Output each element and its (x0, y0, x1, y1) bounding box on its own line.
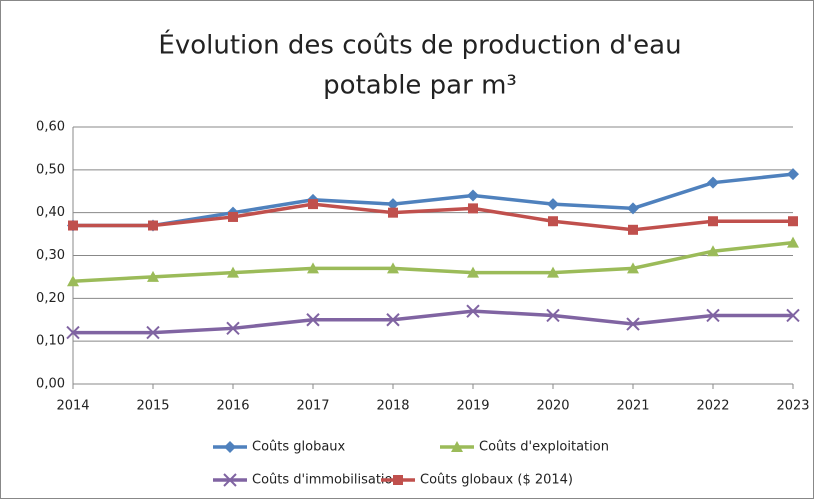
marker (628, 224, 638, 235)
marker (467, 266, 479, 278)
marker (468, 203, 478, 214)
y-tick-label: 0,00 (36, 377, 65, 392)
marker (307, 262, 319, 274)
marker (627, 262, 639, 274)
x-tick-label: 2014 (56, 399, 89, 414)
legend-label: Coûts d'exploitation (479, 440, 609, 455)
marker (386, 313, 400, 327)
marker (228, 211, 238, 222)
marker (788, 216, 798, 227)
marker (451, 441, 463, 452)
x-tick-label: 2019 (456, 399, 489, 414)
x-tick-label: 2021 (616, 399, 649, 414)
marker (68, 220, 78, 231)
x-tick-label: 2022 (696, 399, 729, 414)
marker (66, 325, 80, 340)
marker (706, 308, 720, 323)
marker (224, 441, 236, 453)
legend-label: Coûts d'immobilisation (252, 473, 401, 488)
marker (387, 262, 399, 274)
marker (707, 176, 719, 189)
marker (627, 202, 639, 215)
series-line (73, 172, 794, 228)
marker (223, 473, 237, 487)
series-line (73, 202, 793, 232)
marker (387, 198, 399, 211)
chart-title: potable par m³ (323, 71, 517, 101)
marker (787, 236, 799, 248)
y-tick-label: 0,30 (36, 248, 65, 263)
marker (708, 216, 718, 227)
marker (626, 317, 640, 331)
x-tick-label: 2016 (216, 399, 249, 414)
marker (388, 207, 398, 218)
marker (707, 245, 719, 257)
marker (547, 266, 559, 278)
y-tick-label: 0,40 (36, 205, 65, 220)
marker (393, 475, 403, 485)
y-tick-label: 0,20 (36, 291, 65, 306)
marker (146, 325, 160, 340)
marker (308, 199, 318, 210)
y-tick-label: 0,60 (36, 120, 65, 135)
series-line (72, 240, 794, 283)
marker (226, 321, 240, 336)
marker (306, 313, 320, 327)
marker (67, 275, 79, 287)
marker (787, 168, 799, 181)
marker (547, 198, 559, 211)
x-tick-label: 2023 (776, 399, 809, 414)
y-tick-label: 0,50 (36, 162, 65, 177)
marker (148, 220, 158, 231)
marker (548, 216, 558, 227)
chart-title: Évolution des coûts de production d'eau (158, 29, 681, 61)
y-tick-label: 0,10 (36, 334, 65, 349)
x-tick-label: 2017 (296, 399, 329, 414)
x-tick-label: 2018 (376, 399, 409, 414)
marker (147, 270, 159, 282)
legend-label: Coûts globaux ($ 2014) (420, 473, 573, 488)
marker (786, 308, 800, 323)
marker (546, 308, 560, 323)
x-tick-label: 2020 (536, 399, 569, 414)
x-tick-label: 2015 (136, 399, 169, 414)
marker (467, 189, 479, 202)
series-line (73, 309, 793, 335)
marker (466, 304, 480, 318)
legend-label: Coûts globaux (252, 440, 346, 455)
marker (227, 266, 239, 278)
